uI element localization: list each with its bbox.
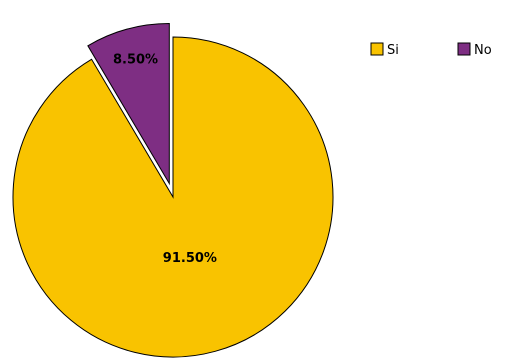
pie-slice-no [87, 22, 170, 186]
data-label-no: 8.50% [113, 53, 158, 68]
data-label-si: 91.50% [163, 251, 217, 266]
legend-swatch-no [457, 42, 471, 56]
legend-label-si: Si [387, 43, 399, 58]
legend-label-no: No [474, 43, 492, 58]
legend-swatch-si [370, 42, 384, 56]
legend: Si No [370, 42, 492, 58]
pie-data-labels: 91.50% 8.50% [113, 53, 217, 267]
pie-slices [12, 22, 334, 358]
pie-slice-si [12, 36, 334, 358]
